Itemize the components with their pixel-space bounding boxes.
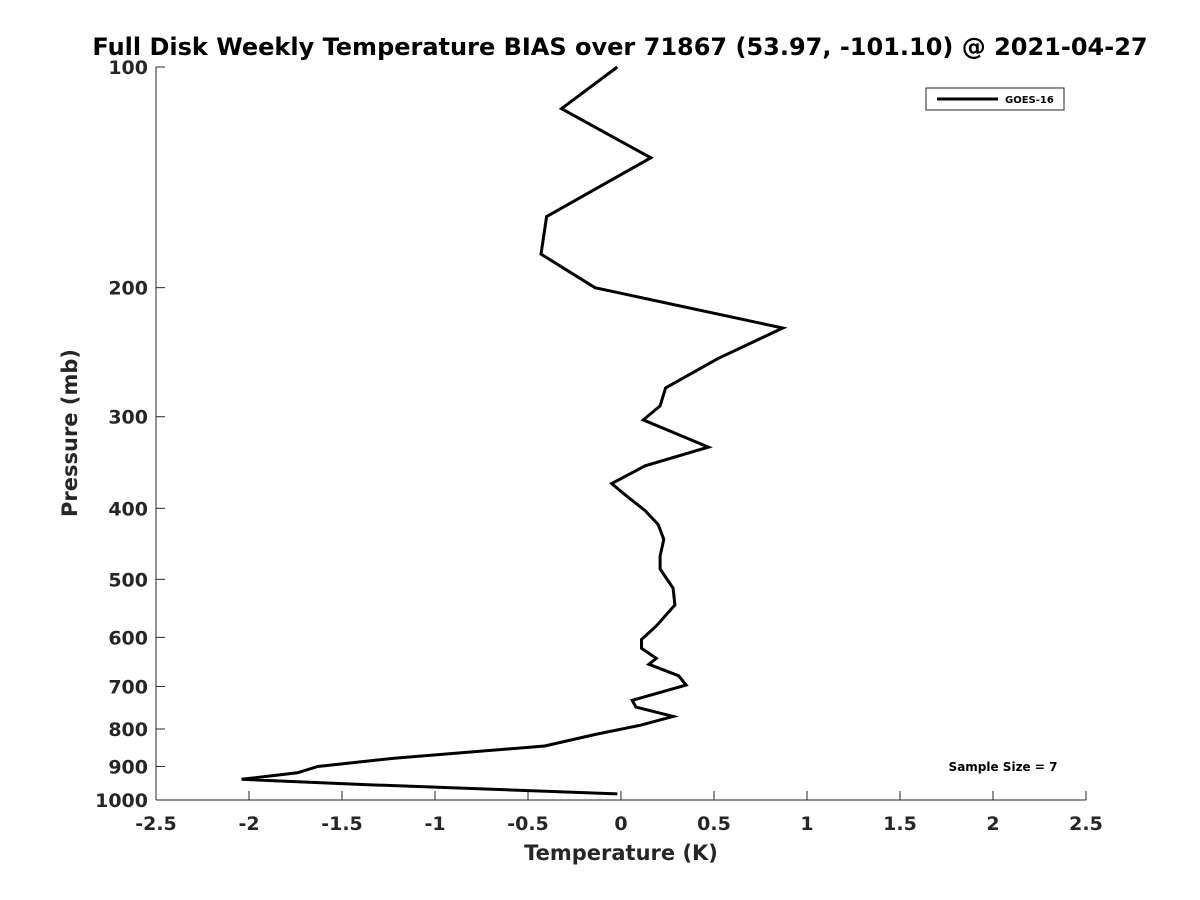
x-tick-label: -1.5 [321, 813, 363, 835]
sample-size-annotation: Sample Size = 7 [949, 760, 1058, 774]
y-axis-ticks: 100 200 300 400 500 600 700 800 900 1000 [95, 57, 165, 812]
y-tick-label: 300 [108, 407, 148, 429]
y-tick-label: 200 [108, 278, 148, 300]
x-tick-label: 1 [800, 813, 813, 835]
y-tick-label: 600 [108, 627, 148, 649]
y-tick-label: 900 [108, 756, 148, 778]
x-tick-label: -0.5 [507, 813, 549, 835]
series-group [241, 65, 788, 796]
y-axis-label: Pressure (mb) [58, 349, 82, 517]
x-tick-label: 1.5 [883, 813, 917, 835]
y-tick-label: 500 [108, 569, 148, 591]
x-tick-label: 2.5 [1069, 813, 1103, 835]
y-tick-label: 1000 [95, 790, 148, 812]
x-axis-label: Temperature (K) [524, 841, 718, 865]
x-tick-label: 0.5 [697, 813, 731, 835]
x-tick-label: 0 [614, 813, 627, 835]
legend: GOES-16 [925, 87, 1065, 111]
y-tick-label: 800 [108, 719, 148, 741]
chart-title: Full Disk Weekly Temperature BIAS over 7… [92, 33, 1147, 61]
y-tick-label: 400 [108, 498, 148, 520]
x-axis-ticks: -2.5 -2 -1.5 -1 -0.5 0 0.5 1 1.5 2 2.5 [135, 791, 1103, 835]
y-tick-label: 700 [108, 676, 148, 698]
x-tick-label: -1 [424, 813, 445, 835]
x-tick-label: -2 [238, 813, 259, 835]
plot-area [156, 67, 1086, 800]
series-line-goes-16 [241, 65, 788, 796]
y-tick-label: 100 [108, 57, 148, 79]
x-tick-label: -2.5 [135, 813, 177, 835]
legend-label-goes16: GOES-16 [1005, 95, 1054, 106]
x-tick-label: 2 [986, 813, 999, 835]
